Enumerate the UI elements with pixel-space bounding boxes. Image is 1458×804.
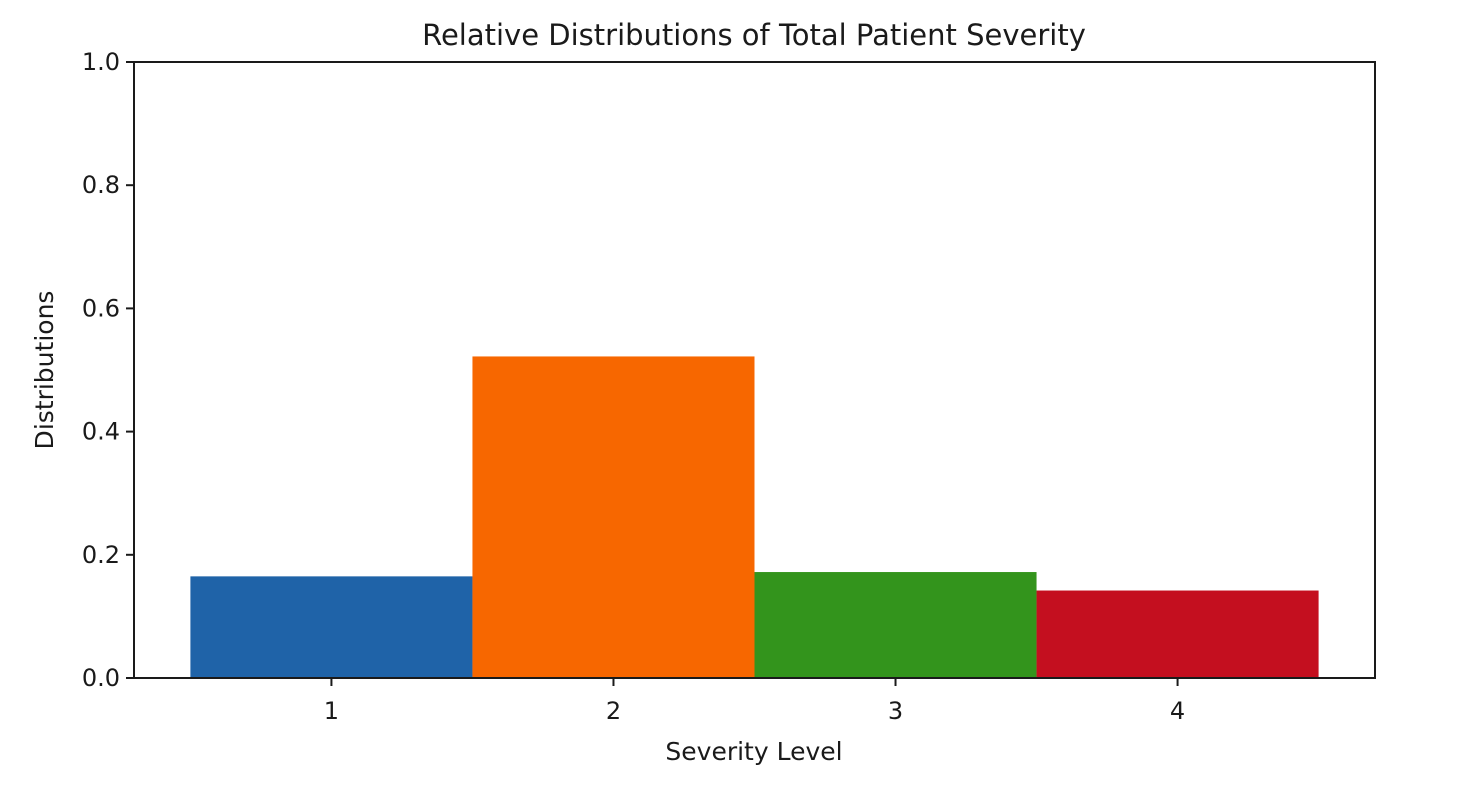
y-tick-label: 0.4 [82, 418, 120, 446]
bar-severity-3 [754, 572, 1037, 678]
y-axis-title: Distributions [30, 291, 59, 450]
bars-group [190, 356, 1319, 678]
bar-severity-4 [1036, 590, 1319, 678]
chart-title: Relative Distributions of Total Patient … [422, 18, 1086, 52]
y-tick-label: 0.6 [82, 294, 120, 322]
y-tick-label: 0.8 [82, 171, 120, 199]
bar-severity-1 [190, 576, 473, 678]
x-axis-title: Severity Level [665, 737, 842, 766]
x-tick-label: 4 [1170, 697, 1185, 725]
y-tick-label: 1.0 [82, 48, 120, 76]
y-axis: 0.0 0.2 0.4 0.6 0.8 1.0 [82, 48, 134, 692]
x-tick-label: 2 [606, 697, 621, 725]
y-tick-label: 0.2 [82, 541, 120, 569]
x-tick-label: 1 [324, 697, 339, 725]
x-tick-label: 3 [888, 697, 903, 725]
bar-severity-2 [472, 356, 755, 678]
y-tick-label: 0.0 [82, 664, 120, 692]
x-axis: 1 2 3 4 [324, 678, 1185, 725]
plot-frame [133, 61, 1376, 679]
